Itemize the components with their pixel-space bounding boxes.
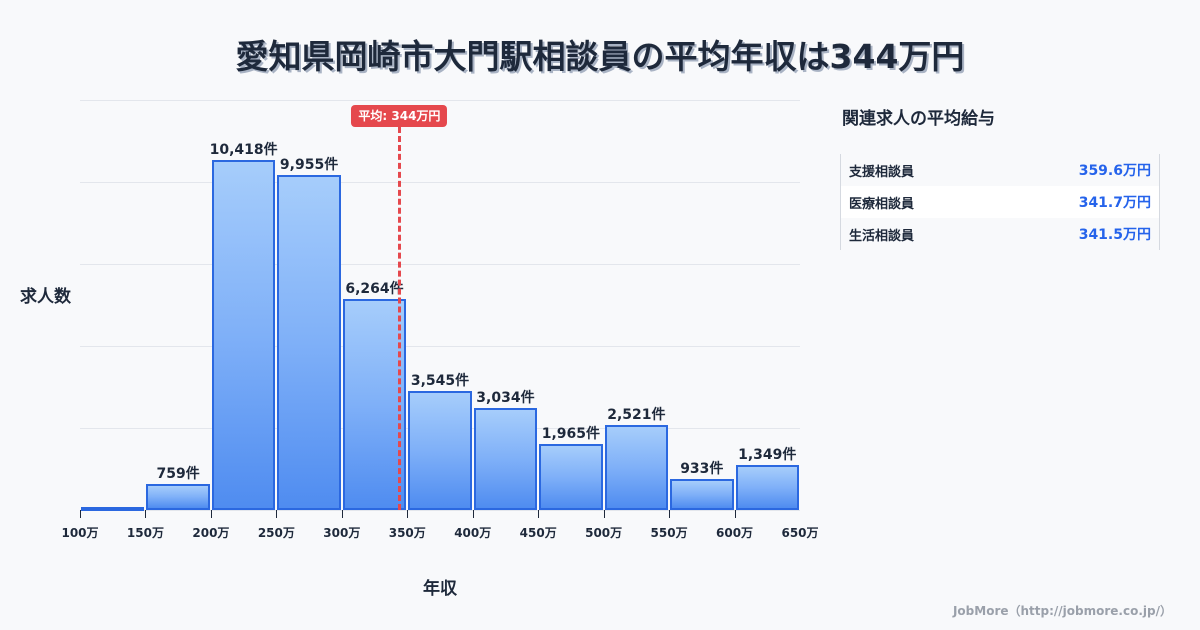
histogram-bar xyxy=(211,159,276,510)
x-axis-tick xyxy=(603,510,605,518)
x-axis-tick xyxy=(538,510,540,518)
job-salary: 359.6万円 xyxy=(1078,163,1151,179)
gridline xyxy=(80,264,800,265)
histogram-chart: 求人数 年収 759件 10,418件 9,955件 6,264件 3,545件 3,03… xyxy=(20,100,819,599)
x-axis-tick xyxy=(734,510,736,518)
x-axis-tick-label: 150万 xyxy=(126,526,164,540)
bar-value-label: 3,545件 xyxy=(410,372,470,389)
related-salary-panel: 関連求人の平均給与 支援相談員 359.6万円 医療相談員 341.7万円 生活… xyxy=(840,100,1162,250)
footer-credit: JobMore（http://jobmore.co.jp/） xyxy=(952,604,1172,618)
histogram-bar xyxy=(408,390,472,510)
y-axis-title: 求人数 xyxy=(20,287,71,307)
histogram-bar xyxy=(735,464,799,510)
x-axis-tick-label: 500万 xyxy=(585,526,623,540)
histogram-bar xyxy=(604,425,669,510)
related-salary-title: 関連求人の平均給与 xyxy=(842,109,995,129)
x-axis-tick-label: 200万 xyxy=(192,526,230,540)
job-name: 支援相談員 xyxy=(849,164,915,180)
histogram-bar xyxy=(342,299,407,510)
gridline xyxy=(80,182,800,183)
x-axis-tick xyxy=(276,510,278,518)
x-axis-tick-label: 100万 xyxy=(61,526,99,540)
list-item: 支援相談員 359.6万円 xyxy=(841,154,1159,186)
list-item: 医療相談員 341.7万円 xyxy=(841,186,1159,218)
job-salary: 341.5万円 xyxy=(1078,227,1151,243)
histogram-bar xyxy=(473,408,538,510)
x-axis-tick xyxy=(145,510,147,518)
gridline xyxy=(80,100,800,101)
list-item: 生活相談員 341.5万円 xyxy=(841,218,1159,250)
bar-value-label: 10,418件 xyxy=(209,141,278,158)
bar-value-label: 3,034件 xyxy=(476,390,535,407)
mean-badge: 平均: 344万円 xyxy=(351,105,448,127)
histogram-bar xyxy=(670,478,734,510)
job-name: 医療相談員 xyxy=(849,196,915,212)
page-title: 愛知県岡崎市大門駅相談員の平均年収は344万円 xyxy=(235,37,965,76)
histogram-bar xyxy=(539,443,603,510)
x-axis-tick xyxy=(669,510,671,518)
histogram-bar xyxy=(146,484,210,510)
mean-line xyxy=(398,127,402,510)
bar-value-label: 6,264件 xyxy=(345,281,404,298)
x-axis-tick-label: 650万 xyxy=(781,526,819,540)
x-axis-tick-label: 600万 xyxy=(716,526,754,540)
x-axis-tick xyxy=(80,510,81,518)
x-axis-tick-label: 400万 xyxy=(454,526,492,540)
gridline xyxy=(80,346,800,347)
histogram-bar xyxy=(81,507,145,511)
x-axis-tick-label: 450万 xyxy=(519,526,557,540)
x-axis-tick-label: 350万 xyxy=(388,526,426,540)
bar-value-label: 2,521件 xyxy=(607,407,666,424)
x-axis-tick-label: 250万 xyxy=(257,526,295,540)
bar-value-label: 1,349件 xyxy=(738,446,797,463)
bar-value-label: 1,965件 xyxy=(541,425,601,442)
job-salary: 341.7万円 xyxy=(1078,195,1151,211)
job-name: 生活相談員 xyxy=(849,228,915,244)
x-axis-tick-label: 550万 xyxy=(650,526,688,540)
x-axis-title: 年収 xyxy=(423,579,457,599)
x-axis-tick-label: 300万 xyxy=(323,526,361,540)
gridline xyxy=(80,510,800,511)
histogram-bar xyxy=(277,175,341,510)
bar-value-label: 9,955件 xyxy=(279,157,339,174)
bar-value-label: 759件 xyxy=(156,466,200,483)
related-salary-list: 支援相談員 359.6万円 医療相談員 341.7万円 生活相談員 341.5万… xyxy=(840,154,1160,250)
x-axis-tick xyxy=(341,510,343,518)
x-axis-tick xyxy=(210,510,212,518)
x-axis-tick xyxy=(472,510,474,518)
x-axis-tick xyxy=(407,510,409,518)
bar-value-label: 933件 xyxy=(680,460,724,477)
